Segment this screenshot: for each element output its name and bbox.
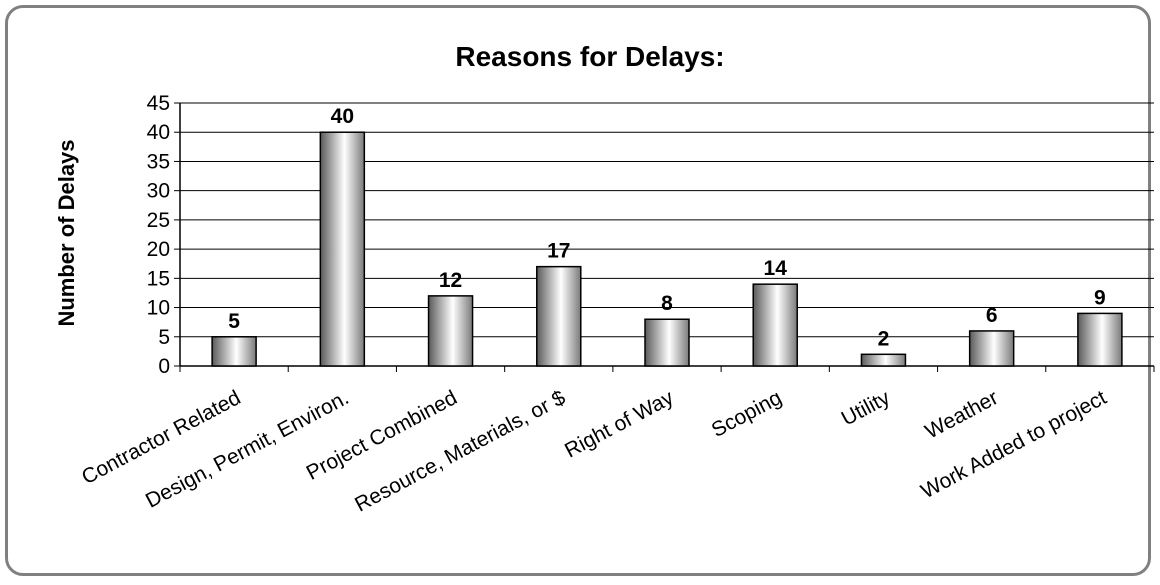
- bar: [860, 353, 907, 367]
- y-tick-labels: 0 5 10 15 20 25 30 35 40 45: [147, 92, 170, 378]
- x-tick-label: Utility: [838, 386, 895, 431]
- chart-title: Reasons for Delays:: [455, 41, 724, 72]
- y-tick-label: 25: [147, 209, 170, 232]
- bar: [536, 265, 582, 367]
- bar: [1077, 312, 1123, 367]
- y-tick-label: 20: [147, 238, 170, 261]
- data-label: 17: [547, 240, 570, 263]
- y-tick-label: 30: [147, 180, 170, 203]
- bar: [427, 295, 474, 367]
- y-tick-label: 40: [147, 121, 170, 144]
- bar: [968, 330, 1015, 367]
- y-tick-label: 10: [147, 297, 170, 320]
- y-tick-label: 15: [147, 267, 170, 290]
- bars: [211, 131, 1123, 367]
- y-tick-label: 35: [147, 150, 170, 173]
- bar: [752, 283, 798, 367]
- y-tick-label: 0: [158, 355, 170, 378]
- x-tick-label: Weather: [921, 386, 1002, 443]
- bar: [644, 318, 690, 367]
- x-tick-label: Design, Permit, Environ.: [142, 386, 353, 513]
- x-tick-label: Right of Way: [561, 386, 678, 463]
- x-tick-label: Scoping: [708, 386, 786, 442]
- y-axis-label: Number of Delays: [54, 139, 79, 326]
- data-label: 6: [986, 304, 998, 327]
- data-label: 14: [764, 257, 788, 280]
- data-label: 8: [661, 292, 673, 315]
- x-tick-label: Work Added to project: [917, 386, 1110, 503]
- y-tick-label: 5: [158, 326, 170, 349]
- bar: [319, 131, 366, 367]
- bar: [211, 336, 257, 367]
- data-label: 12: [439, 269, 462, 292]
- data-label: 5: [228, 310, 240, 333]
- data-label: 2: [878, 327, 890, 350]
- y-tick-label: 45: [147, 92, 170, 115]
- data-label: 9: [1094, 286, 1106, 309]
- data-labels: 5 40 12 17 8 14 2 6 9: [228, 105, 1105, 350]
- data-label: 40: [331, 105, 354, 128]
